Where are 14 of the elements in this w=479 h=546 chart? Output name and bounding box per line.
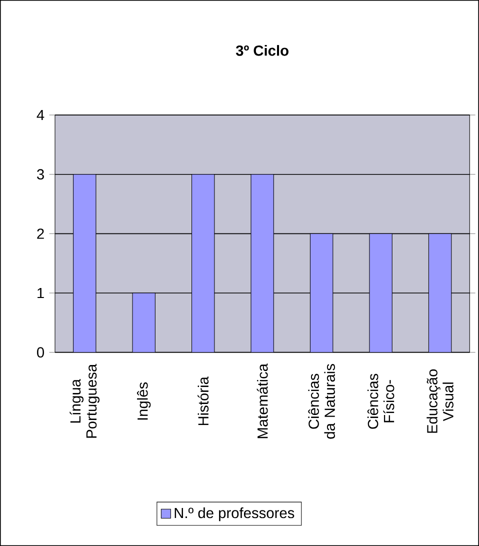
x-tick-label: História: [198, 376, 209, 426]
x-tick-label: Ciências Físico-: [367, 374, 394, 429]
x-tick-label: Matemática: [256, 364, 268, 438]
legend-label: N.º de professores: [174, 507, 294, 522]
y-tick-label: 4: [36, 110, 44, 120]
chart-title: 3º Ciclo: [236, 45, 288, 56]
y-tick-label: 1: [38, 288, 44, 298]
y-tick-label: 0: [37, 347, 44, 358]
x-tick-label: Ciências da Naturais: [308, 364, 335, 439]
y-tick-label: 2: [37, 228, 44, 239]
y-tick-label: 3: [37, 169, 44, 180]
x-tick-label: Inglês: [137, 382, 151, 420]
x-tick-label: Educação Visual: [426, 369, 454, 433]
x-tick-label: Língua Portuguesa: [70, 364, 100, 438]
